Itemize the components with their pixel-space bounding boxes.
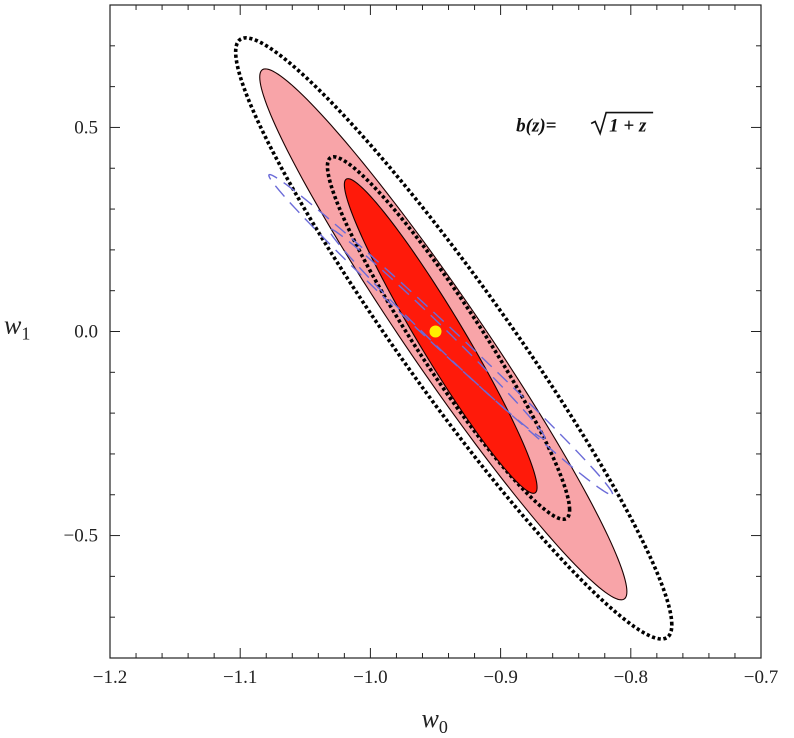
y-tick-label: 0.0 xyxy=(74,322,98,343)
x-tick-label: −1.2 xyxy=(93,667,127,688)
x-tick-label: −0.9 xyxy=(483,667,517,688)
contour-dashed-blue-4 xyxy=(268,173,614,496)
fiducial-point xyxy=(429,325,442,338)
contour-layer xyxy=(233,36,674,641)
x-axis-label-sub: 0 xyxy=(439,717,448,737)
y-axis-label-sub: 1 xyxy=(21,324,30,344)
x-tick-label: −0.8 xyxy=(614,667,648,688)
x-axis-label-main: w xyxy=(422,704,440,733)
y-tick-label: 0.5 xyxy=(74,117,98,138)
y-axis-label-main: w xyxy=(4,311,22,340)
tick-layer: −1.2 −1.1 −1.0 −0.9 −0.8 −0.7 −0.5 0.0 0.5 xyxy=(64,4,778,688)
fiducial-layer xyxy=(429,325,442,338)
x-tick-label: −1.1 xyxy=(223,667,257,688)
x-axis-label: w0 xyxy=(422,704,448,737)
bias-annotation: b(z)= 1 + z xyxy=(516,111,654,137)
sqrt-sign xyxy=(590,111,654,136)
x-tick-label: −0.7 xyxy=(744,667,778,688)
bias-annotation-radicand: 1 + z xyxy=(609,116,647,137)
y-tick-label: −0.5 xyxy=(64,526,98,547)
bias-annotation-prefix: b(z)= xyxy=(516,116,556,137)
x-tick-label: −1.0 xyxy=(353,667,387,688)
y-axis-label: w1 xyxy=(4,311,30,344)
contour-dashed-blue-5 xyxy=(328,227,546,440)
contour-filled-dark-3 xyxy=(343,178,538,494)
